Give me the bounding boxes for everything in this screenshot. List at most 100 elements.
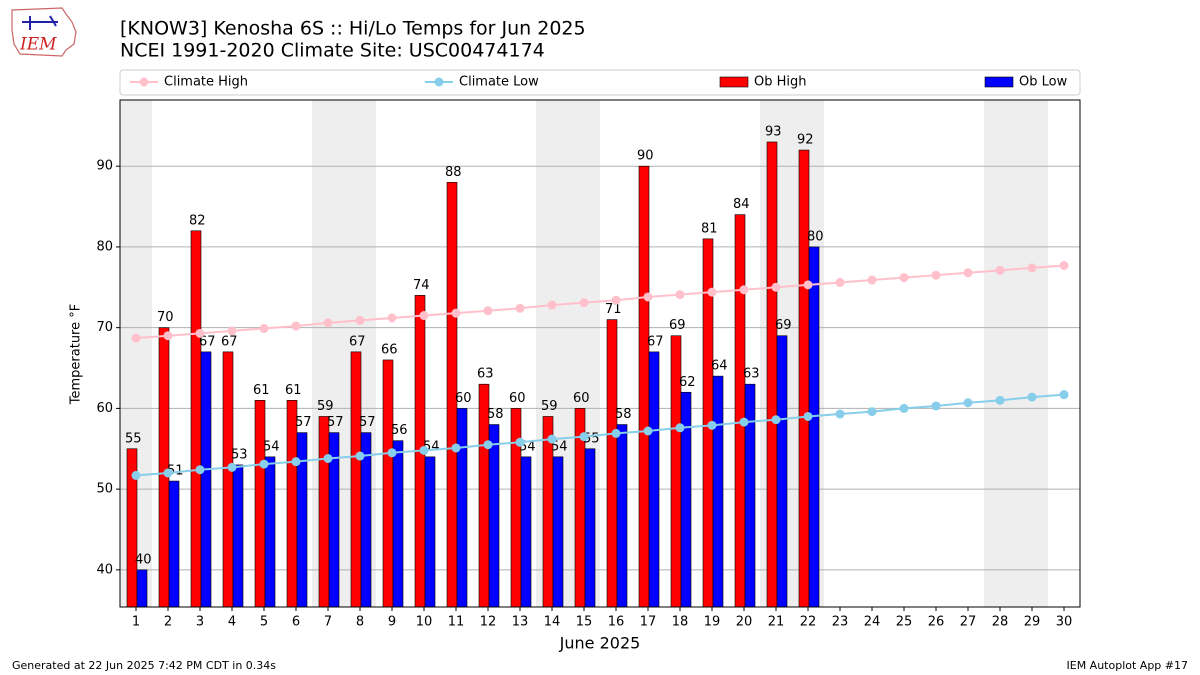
- point: [451, 308, 461, 318]
- bar: [286, 400, 298, 608]
- y-tick-label: 80: [96, 239, 113, 254]
- point: [195, 465, 205, 475]
- bar: [616, 424, 628, 608]
- data-label: 60: [455, 391, 472, 406]
- x-tick-label: 17: [640, 615, 657, 630]
- point: [515, 437, 525, 447]
- logo: IEM: [11, 7, 77, 57]
- x-tick-label: 15: [576, 615, 593, 630]
- point: [707, 420, 717, 430]
- data-label: 67: [199, 334, 216, 349]
- point: [835, 409, 845, 419]
- data-label: 64: [711, 359, 728, 374]
- y-tick-label: 90: [96, 159, 113, 174]
- point: [579, 298, 589, 308]
- x-tick-label: 23: [832, 615, 849, 630]
- point: [387, 313, 397, 323]
- data-label: 53: [231, 447, 248, 462]
- bar: [254, 400, 266, 608]
- data-label: 66: [381, 342, 398, 357]
- x-tick-label: 13: [512, 615, 529, 630]
- legend-label: Ob High: [754, 75, 807, 90]
- logo-icon: [22, 15, 58, 30]
- x-tick-label: 19: [704, 615, 721, 630]
- point: [771, 415, 781, 425]
- x-tick-label: 21: [768, 615, 785, 630]
- logo-text: IEM: [19, 35, 57, 55]
- x-tick-label: 5: [260, 615, 268, 630]
- point: [739, 417, 749, 427]
- point: [227, 462, 237, 472]
- x-tick-label: 1: [132, 615, 140, 630]
- data-label: 57: [359, 415, 376, 430]
- point: [387, 448, 397, 458]
- data-label: 57: [327, 415, 344, 430]
- data-label: 40: [135, 552, 152, 567]
- bar: [382, 359, 394, 608]
- point: [643, 292, 653, 302]
- point: [131, 333, 141, 343]
- line: [135, 393, 1065, 477]
- data-label: 90: [637, 149, 654, 164]
- data-label: 80: [807, 229, 824, 244]
- data-label: 63: [743, 367, 760, 382]
- x-tick-label: 8: [356, 615, 364, 630]
- data-label: 58: [615, 407, 632, 422]
- bar: [766, 141, 778, 608]
- data-label: 60: [573, 391, 590, 406]
- point: [835, 277, 845, 287]
- bar: [584, 448, 596, 608]
- x-tick-label: 18: [672, 615, 689, 630]
- data-label: 88: [445, 165, 462, 180]
- bar: [200, 351, 212, 608]
- legend-marker: [139, 77, 149, 87]
- bar: [350, 351, 362, 608]
- x-tick-label: 2: [164, 615, 172, 630]
- point: [323, 453, 333, 463]
- x-tick-label: 29: [1024, 615, 1041, 630]
- point: [131, 470, 141, 480]
- point: [1027, 392, 1037, 402]
- data-label: 69: [775, 318, 792, 333]
- data-label: 59: [317, 399, 334, 414]
- legend-label: Climate High: [164, 75, 248, 90]
- bar: [648, 351, 660, 608]
- point: [355, 315, 365, 325]
- chart-subtitle: NCEI 1991-2020 Climate Site: USC00474174: [120, 40, 545, 62]
- point: [931, 401, 941, 411]
- bar: [232, 464, 244, 608]
- point: [931, 270, 941, 280]
- y-tick-label: 40: [96, 562, 113, 577]
- x-tick-label: 12: [480, 615, 497, 630]
- plot-frame: [119, 99, 1081, 608]
- bar: [190, 230, 202, 608]
- point: [259, 323, 269, 333]
- data-label: 59: [541, 399, 558, 414]
- bar: [638, 165, 650, 608]
- data-label: 67: [221, 334, 238, 349]
- x-axis-label: June 2025: [559, 634, 641, 653]
- data-label: 57: [295, 415, 312, 430]
- bar: [606, 319, 618, 608]
- data-label: 69: [669, 318, 686, 333]
- point: [995, 265, 1005, 275]
- point: [547, 300, 557, 310]
- data-label: 84: [733, 197, 750, 212]
- point: [899, 403, 909, 413]
- data-label: 55: [125, 431, 142, 446]
- point: [291, 457, 301, 467]
- bar: [392, 440, 404, 608]
- bar: [222, 351, 234, 608]
- point: [547, 434, 557, 444]
- data-label: 92: [797, 133, 814, 148]
- legend-swatch: [984, 76, 1014, 88]
- bar: [264, 456, 276, 608]
- point: [675, 290, 685, 300]
- legend-swatch: [719, 76, 749, 88]
- footer-right: IEM Autoplot App #17: [1067, 659, 1189, 672]
- bar: [744, 383, 756, 608]
- point: [227, 326, 237, 336]
- point: [451, 443, 461, 453]
- weekend-band: [984, 100, 1016, 607]
- data-label: 82: [189, 213, 206, 228]
